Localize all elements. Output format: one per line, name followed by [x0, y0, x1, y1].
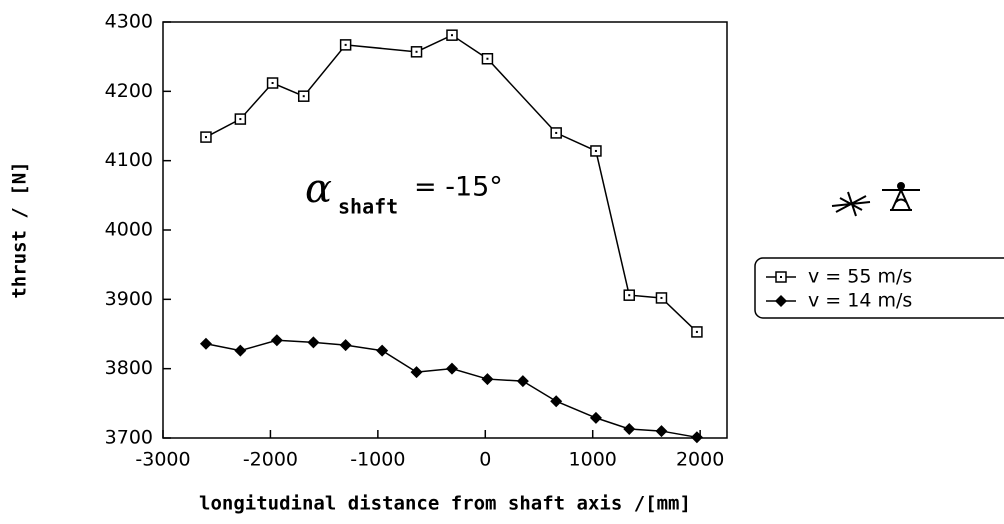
marker: [775, 295, 787, 307]
marker: [481, 373, 494, 386]
y-tick-label: 3800: [105, 357, 153, 379]
marker-dot: [450, 34, 453, 37]
marker: [516, 375, 529, 388]
marker-dot: [780, 276, 782, 278]
marker: [339, 339, 352, 352]
marker: [550, 395, 563, 408]
marker: [690, 431, 703, 444]
marker: [410, 366, 423, 379]
marker: [234, 344, 247, 357]
y-tick-label: 3700: [105, 427, 153, 449]
marker: [623, 422, 636, 435]
y-tick-label: 3900: [105, 288, 153, 310]
marker: [655, 425, 668, 438]
plot-frame: [162, 21, 728, 439]
x-tick-label: 0: [479, 449, 491, 471]
x-tick-label: 1000: [569, 449, 617, 471]
y-tick-label: 4200: [105, 80, 153, 102]
marker-dot: [271, 82, 274, 85]
marker: [307, 336, 320, 349]
marker: [199, 337, 212, 350]
marker-dot: [415, 50, 418, 53]
marker: [445, 362, 458, 375]
y-tick-label: 4300: [105, 11, 153, 33]
marker-dot: [239, 118, 242, 121]
legend-box: [754, 257, 1004, 319]
legend-icons: [831, 182, 920, 217]
marker-dot: [302, 95, 305, 98]
marker-dot: [660, 296, 663, 299]
marker: [589, 411, 602, 424]
marker-dot: [486, 57, 489, 60]
x-axis-label: longitudinal distance from shaft axis /[…: [199, 493, 691, 515]
y-tick-label: 4100: [105, 149, 153, 171]
marker-dot: [628, 294, 631, 297]
marker: [270, 334, 283, 347]
x-tick-label: -1000: [350, 449, 405, 471]
x-tick-label: 2000: [676, 449, 724, 471]
annotation-subscript: shaft: [338, 195, 398, 219]
marker-dot: [594, 149, 597, 152]
marker-dot: [204, 136, 207, 139]
y-tick-label: 4000: [105, 219, 153, 241]
x-tick-label: -3000: [135, 449, 190, 471]
annotation-text: = -15°: [414, 172, 503, 203]
marker-dot: [695, 330, 698, 333]
annotation-symbol: α: [305, 166, 332, 212]
marker-dot: [555, 131, 558, 134]
x-tick-label: -2000: [243, 449, 298, 471]
series-line: [205, 339, 698, 439]
legend-label: v = 14 m/s: [808, 290, 912, 312]
marker-dot: [344, 43, 347, 46]
marker: [376, 344, 389, 357]
legend-label: v = 55 m/s: [808, 266, 912, 288]
y-axis-label: thrust / [N]: [9, 161, 31, 298]
